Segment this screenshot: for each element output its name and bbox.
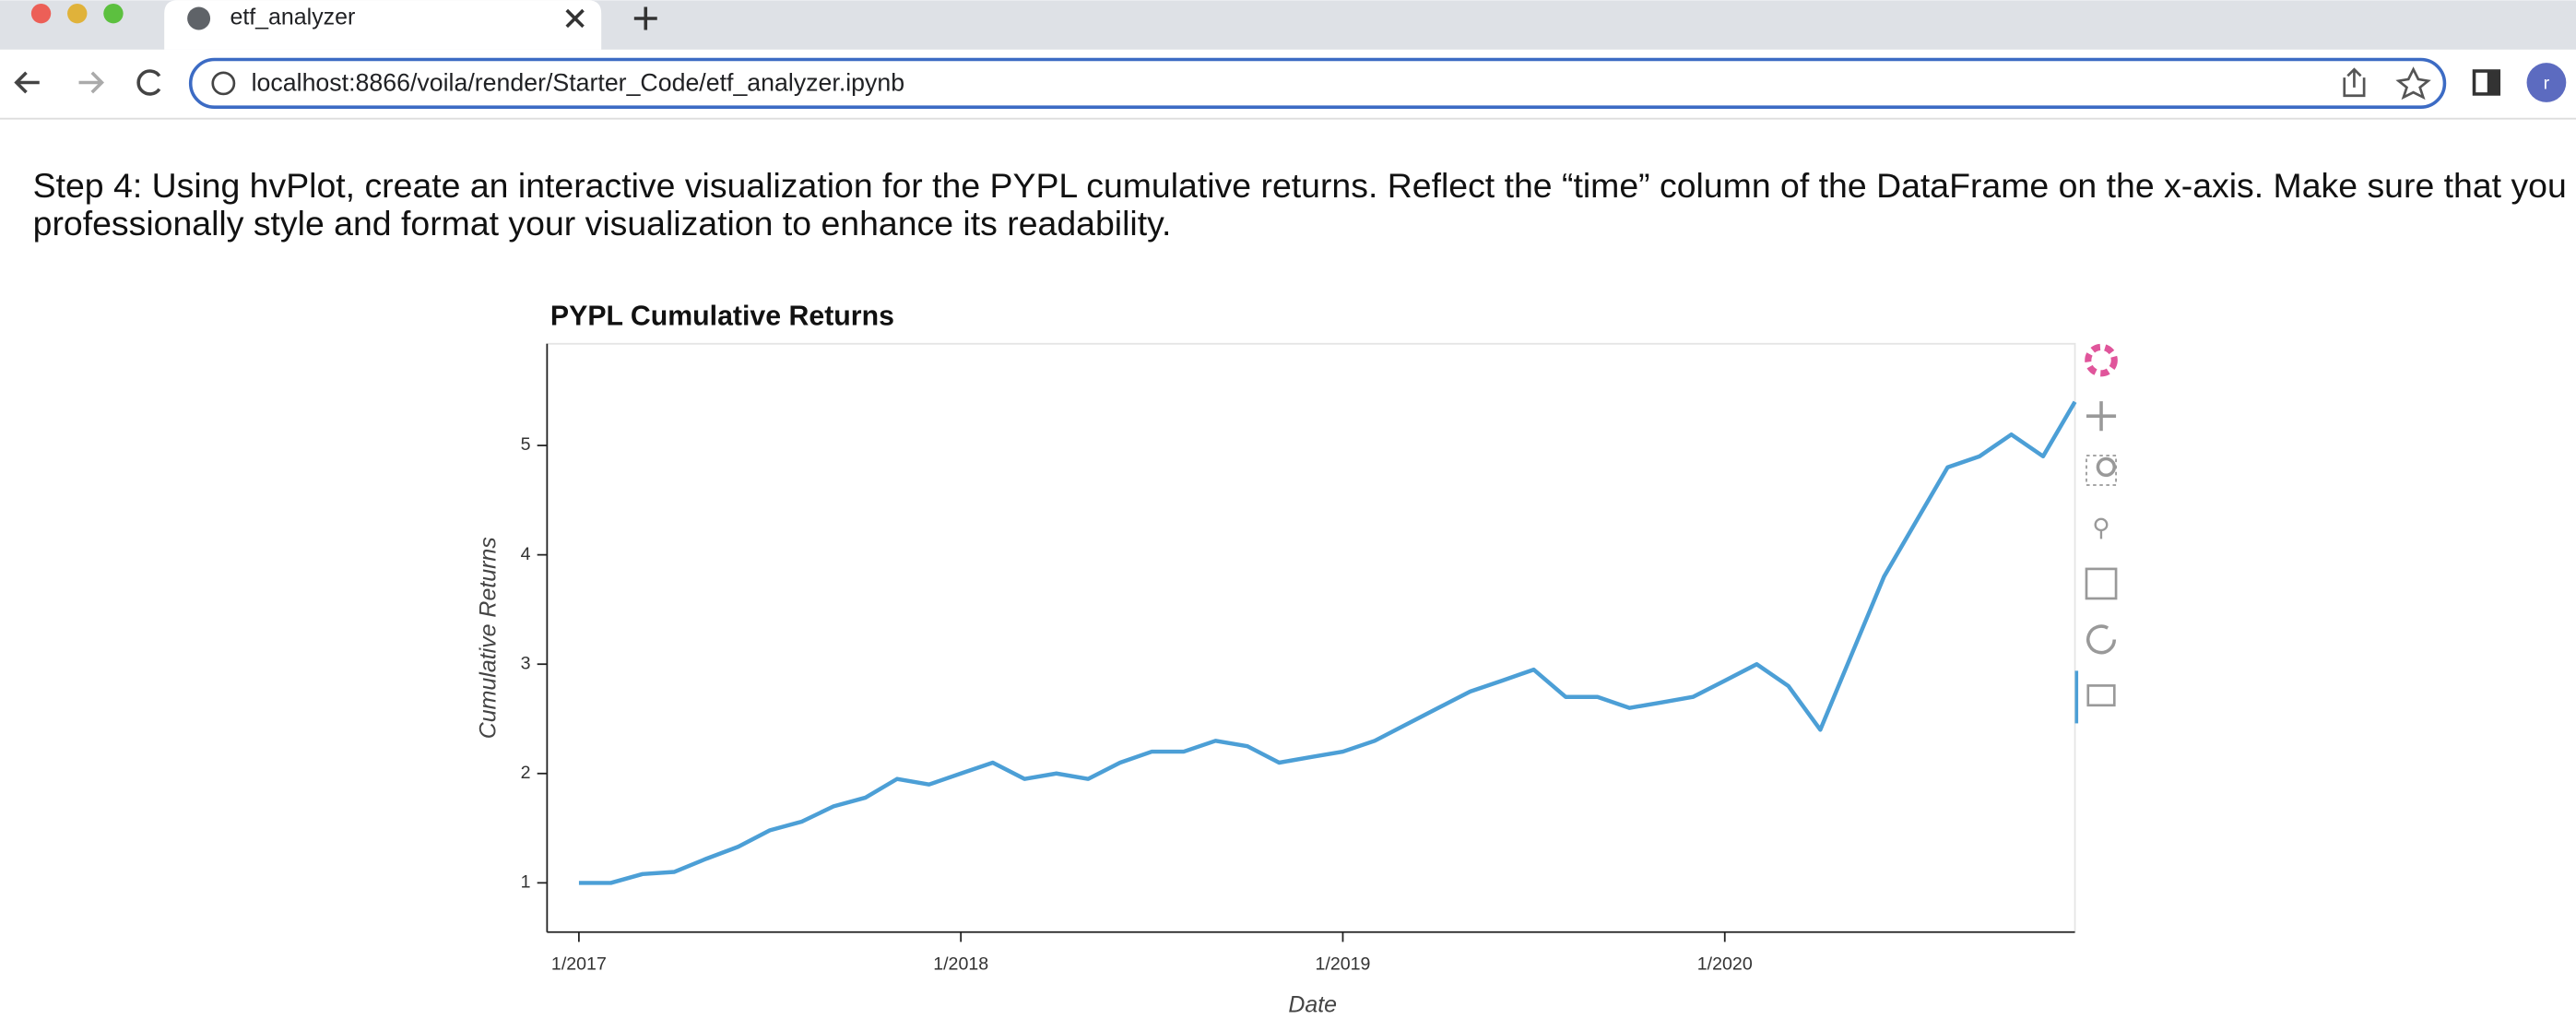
x-tick-label: 1/2020 [1697,954,1753,975]
chart-title: PYPL Cumulative Returns [550,301,894,331]
x-axis-label: Date [1288,991,1337,1017]
back[interactable] [14,71,40,94]
reset-tool[interactable] [2086,624,2117,655]
address-bar[interactable] [188,57,2447,109]
y-tick-label: 2 [521,763,531,783]
tab-close[interactable] [565,8,585,29]
avatar-letter: r [2544,73,2550,93]
step-text: Step 4: Using hvPlot, create an interact… [32,168,2567,244]
tab-title: etf_analyzer [230,5,355,30]
plot-toolbar: ⚲ [2074,343,2118,724]
wheel-zoom-tool[interactable]: ⚲ [2092,514,2110,541]
x-tick-label: 1/2017 [551,954,607,975]
new-tab[interactable] [633,6,657,30]
hover-tool[interactable] [2086,684,2116,707]
side-panel-fill [2487,70,2499,94]
x-tick-label: 1/2019 [1316,954,1371,975]
step-box: Step 4: Using hvPlot, create an interact… [32,168,2567,244]
box-zoom-tool[interactable] [2086,455,2117,486]
pan-tool[interactable] [2086,401,2117,432]
minimize-window[interactable] [67,3,88,24]
maximize-window[interactable] [103,3,124,24]
y-axis-label: Cumulative Returns [476,537,502,739]
bookmark[interactable] [2395,66,2431,101]
save-tool[interactable] [2085,567,2118,600]
y-tick-label: 4 [521,544,531,564]
avatar[interactable] [2526,63,2567,102]
forward[interactable] [78,71,104,94]
series-line [578,400,2077,885]
y-tick-label: 3 [521,653,531,673]
y-tick-label: 5 [521,434,531,455]
tab-icon [187,6,211,30]
chart: PYPL Cumulative Returns Date Cumulative … [476,301,2077,1017]
active-indicator [2074,670,2079,724]
reload[interactable] [136,69,161,96]
x-tick-label: 1/2018 [933,954,988,975]
site-info[interactable] [211,71,236,96]
y-tick-label: 1 [521,872,531,893]
url: localhost:8866/voila/render/Starter_Code… [252,68,905,96]
box-zoom-lens [2096,456,2117,478]
close-window[interactable] [30,3,52,24]
tab[interactable] [164,0,602,50]
bokeh-logo[interactable] [2085,343,2118,377]
share[interactable] [2343,67,2366,98]
plot-frame [546,342,2076,933]
